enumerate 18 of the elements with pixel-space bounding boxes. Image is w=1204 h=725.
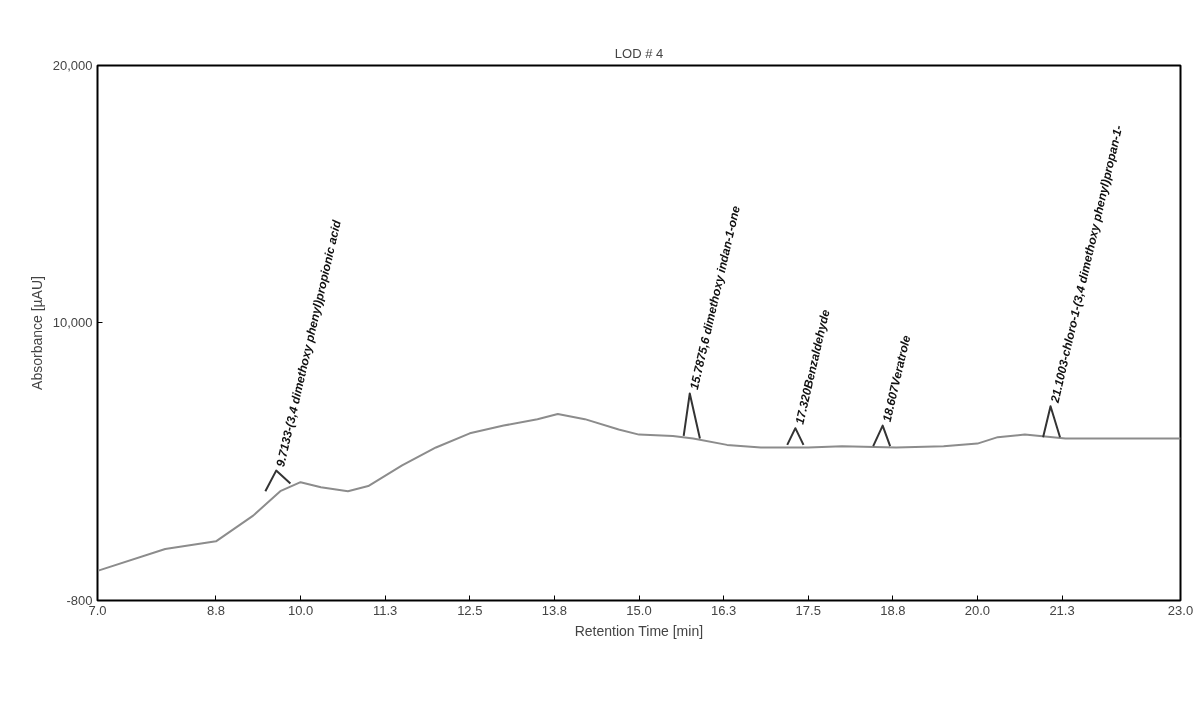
x-axis-title: Retention Time [min] — [574, 622, 704, 639]
x-tick-label: 15.0 — [626, 602, 652, 618]
y-tick-label: 20,000 — [52, 58, 93, 73]
x-tick-label: 10.0 — [287, 602, 314, 618]
y-axis-title: Absorbance [µAU] — [28, 276, 45, 390]
x-tick-label: 11.3 — [373, 602, 398, 618]
x-tick-label: 16.3 — [710, 602, 737, 618]
x-tick-label: 21.3 — [1049, 602, 1075, 618]
y-tick-label: -800 — [66, 593, 93, 608]
x-tick-label: 8.8 — [206, 602, 225, 618]
chart-title: LOD # 4 — [614, 45, 664, 61]
x-tick-label: 17.5 — [795, 602, 821, 618]
y-tick-label: 10,000 — [52, 315, 93, 331]
x-tick-label: 13.8 — [541, 602, 568, 618]
x-tick-label: 12.5 — [457, 602, 483, 618]
x-tick-label: 18.8 — [880, 602, 906, 618]
x-tick-label: 23.0 — [1167, 602, 1194, 618]
x-tick-label: 20.0 — [964, 602, 991, 618]
